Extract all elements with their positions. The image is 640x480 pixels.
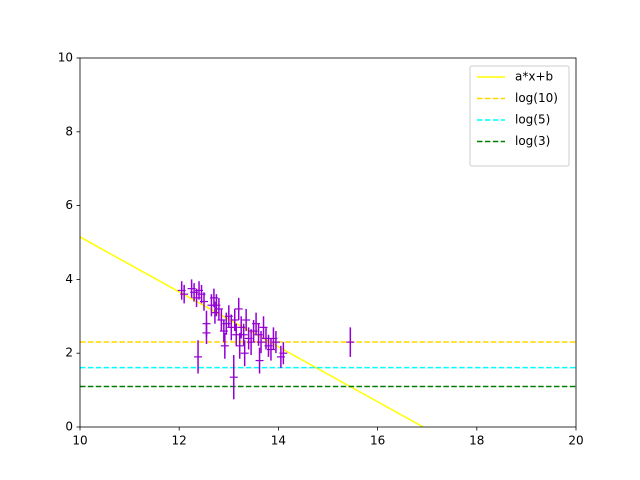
legend-label: a*x+b [515,70,553,84]
y-tick-label: 10 [58,51,73,65]
x-tick-label: 14 [271,434,286,448]
legend-label: log(5) [515,113,550,127]
x-tick-label: 20 [568,434,583,448]
plot-area [80,236,576,427]
y-tick-label: 0 [65,420,73,434]
legend: a*x+b log(10) log(5) log(3) [469,65,570,167]
legend-label: log(10) [515,91,558,105]
y-tick-label: 4 [65,272,73,286]
y-tick-label: 6 [65,198,73,212]
x-tick-label: 10 [72,434,87,448]
x-tick-label: 12 [172,434,187,448]
x-tick-label: 16 [370,434,385,448]
x-tick-label: 18 [469,434,484,448]
y-tick-label: 2 [65,346,73,360]
axes-frame [79,57,577,428]
y-tick-label: 8 [65,124,73,138]
legend-label: log(3) [515,134,550,148]
